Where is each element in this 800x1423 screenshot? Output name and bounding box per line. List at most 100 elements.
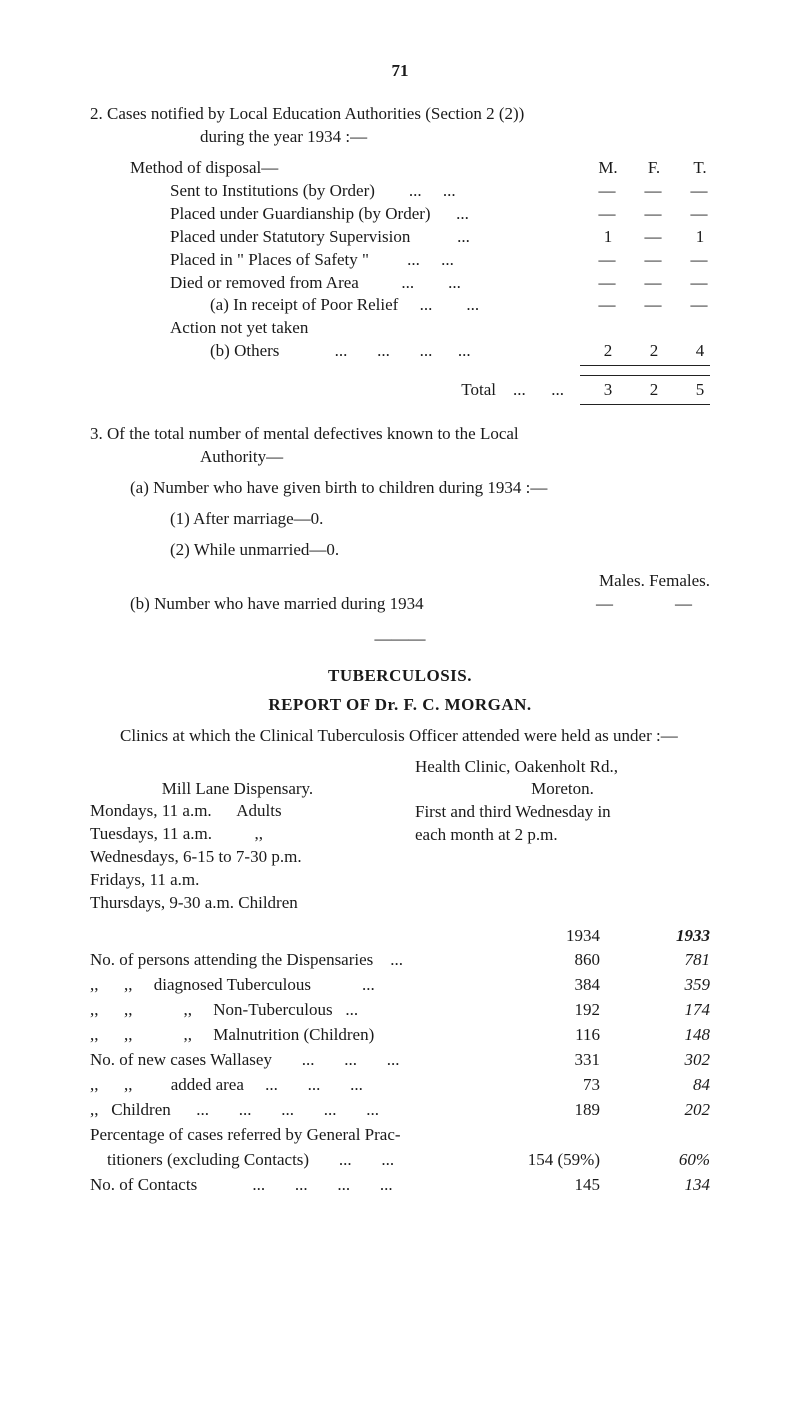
row-label: Action not yet taken [170, 317, 710, 340]
cell-m: — [598, 203, 618, 226]
yr-cells: 116 148 [530, 1024, 710, 1047]
left-head: Mill Lane Dispensary. [90, 778, 385, 801]
section2-intro: 2. Cases notified by Local Education Aut… [90, 103, 710, 149]
stats-year-header: 1934 1933 [90, 925, 710, 948]
yr-cells: 331 302 [530, 1049, 710, 1072]
cell-1934: 73 [550, 1074, 600, 1097]
cell-1934: 116 [550, 1024, 600, 1047]
stats-table: 1934 1933 No. of persons attending the D… [90, 925, 710, 1197]
mft: — — — [580, 203, 710, 226]
text: 2. Cases notified by Local Education Aut… [90, 104, 524, 123]
mft: — — — [580, 180, 710, 203]
cell-t: — [690, 249, 710, 272]
table-row: (a) In receipt of Poor Relief ... ... — … [170, 294, 710, 317]
cell-1933: 781 [660, 949, 710, 972]
cell-1933: 302 [660, 1049, 710, 1072]
b-label: (b) Number who have married during 1934 [130, 593, 580, 616]
yr-cells: 73 84 [530, 1074, 710, 1097]
row-label: No. of persons attending the Dispensarie… [90, 949, 530, 972]
cell-m: 1 [598, 226, 618, 249]
table-row: Died or removed from Area ... ... — — — [170, 272, 710, 295]
yr-cells: 189 202 [530, 1099, 710, 1122]
cell-t: 4 [690, 340, 710, 363]
disposal-rows: Sent to Institutions (by Order) ... ... … [130, 180, 710, 405]
tb-report-of: REPORT OF Dr. F. C. MORGAN. [90, 694, 710, 717]
right-head-line2: Moreton. [415, 778, 710, 801]
cell-1933: 134 [660, 1174, 710, 1197]
row-label: ,, ,, added area ... ... ... [90, 1074, 530, 1097]
disposal-table: Method of disposal— M. F. T. Sent to Ins… [90, 157, 710, 405]
mft: 2 2 4 [580, 340, 710, 366]
table-row: ,, ,, ,, Malnutrition (Children) 116 148 [90, 1023, 710, 1048]
text: 3. Of the total number of mental defecti… [90, 424, 519, 443]
schedule-line: Thursdays, 9-30 a.m. Children [90, 892, 385, 915]
cell-f: — [644, 180, 664, 203]
mf-header: Males. Females. [599, 570, 710, 593]
table-row: Action not yet taken [170, 317, 710, 340]
cell-m: 2 [598, 340, 618, 363]
row-label: (a) In receipt of Poor Relief ... ... [210, 294, 580, 317]
row-label: titioners (excluding Contacts) ... ... [90, 1149, 510, 1172]
cell-f: — [644, 203, 664, 226]
cell-t: — [690, 272, 710, 295]
table-row: ,, Children ... ... ... ... ... 189 202 [90, 1098, 710, 1123]
cell-m: — [598, 180, 618, 203]
schedule-line: each month at 2 p.m. [415, 824, 710, 847]
row-label: ,, ,, ,, Non-Tuberculous ... [90, 999, 530, 1022]
cell-1933: 60% [660, 1149, 710, 1172]
cell-t: — [690, 180, 710, 203]
yr-cells: 384 359 [530, 974, 710, 997]
row-label: ,, ,, diagnosed Tuberculous ... [90, 974, 530, 997]
mft: — — — [580, 249, 710, 272]
table-row: No. of Contacts ... ... ... ... 145 134 [90, 1173, 710, 1198]
mft-total: 3 2 5 [580, 375, 710, 405]
total-label: Total ... ... [170, 379, 580, 402]
table-row: No. of new cases Wallasey ... ... ... 33… [90, 1048, 710, 1073]
row-label: Placed under Guardianship (by Order) ... [170, 203, 580, 226]
row-label: No. of new cases Wallasey ... ... ... [90, 1049, 530, 1072]
cell-t: — [690, 203, 710, 226]
total-m: 3 [598, 379, 618, 402]
year-1934: 1934 [550, 925, 600, 948]
mft-header: M. F. T. [580, 157, 710, 180]
cell-t: — [690, 294, 710, 317]
year-cols: 1934 1933 [530, 925, 710, 948]
total-t: 5 [690, 379, 710, 402]
spacer [90, 925, 530, 948]
left-col: Mill Lane Dispensary. Mondays, 11 a.m. A… [90, 756, 385, 916]
cell-f: — [644, 272, 664, 295]
b-females: — [675, 593, 694, 616]
cell-1934: 384 [550, 974, 600, 997]
cell-1933: 148 [660, 1024, 710, 1047]
spacer [90, 756, 385, 778]
cell-1934: 145 [550, 1174, 600, 1197]
year-1933: 1933 [660, 925, 710, 948]
schedule-line: Fridays, 11 a.m. [90, 869, 385, 892]
cell-f: — [644, 226, 664, 249]
cell-t: 1 [690, 226, 710, 249]
table-row: (b) Others ... ... ... ... 2 2 4 [170, 340, 710, 366]
mft: — — — [580, 272, 710, 295]
cell-1933: 359 [660, 974, 710, 997]
yr-cells: 145 134 [530, 1174, 710, 1197]
row-label: (b) Others ... ... ... ... [210, 340, 580, 363]
col-t: T. [690, 157, 710, 180]
b-males: — [596, 593, 615, 616]
total-f: 2 [644, 379, 664, 402]
cell-m: — [598, 249, 618, 272]
cell-1934: 860 [550, 949, 600, 972]
table-row: ,, ,, ,, Non-Tuberculous ... 192 174 [90, 998, 710, 1023]
b-values: — — [580, 593, 710, 616]
table-header-row: Method of disposal— M. F. T. [130, 157, 710, 180]
row-label: Placed under Statutory Supervision ... [170, 226, 580, 249]
col-f: F. [644, 157, 664, 180]
section3-a: (a) Number who have given birth to child… [90, 477, 710, 500]
cell-f: — [644, 249, 664, 272]
section3-b-row: (b) Number who have married during 1934 … [90, 593, 710, 616]
males-females-header: Males. Females. [90, 570, 710, 593]
row-label: Percentage of cases referred by General … [90, 1124, 710, 1147]
table-row: ,, ,, diagnosed Tuberculous ... 384 359 [90, 973, 710, 998]
cell-m: — [598, 294, 618, 317]
schedule-line: First and third Wednesday in [415, 801, 710, 824]
table-row: titioners (excluding Contacts) ... ... 1… [90, 1148, 710, 1173]
